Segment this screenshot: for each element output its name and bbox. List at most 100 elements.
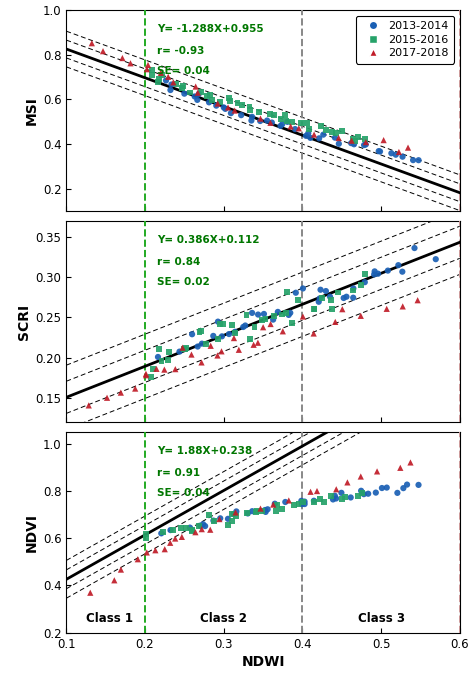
Point xyxy=(262,314,269,325)
Point xyxy=(304,128,312,139)
Point xyxy=(313,486,321,497)
Point xyxy=(210,330,217,341)
Y-axis label: SCRI: SCRI xyxy=(18,304,31,339)
Point xyxy=(228,509,236,520)
Point xyxy=(361,277,369,288)
Point xyxy=(210,515,217,526)
Point xyxy=(225,328,233,339)
Point xyxy=(327,490,335,501)
Point xyxy=(228,319,236,330)
Point xyxy=(283,116,291,127)
Point xyxy=(230,332,238,343)
Point xyxy=(218,331,226,342)
Point xyxy=(206,90,213,101)
Point xyxy=(279,326,287,337)
Point xyxy=(357,486,365,497)
Point xyxy=(388,148,395,159)
Point xyxy=(155,74,163,85)
Point xyxy=(248,505,256,516)
Point xyxy=(250,339,257,350)
Point xyxy=(220,102,228,113)
Point xyxy=(260,308,268,319)
Point xyxy=(273,500,281,511)
Point xyxy=(292,124,299,135)
Point xyxy=(274,306,282,317)
Text: r= 0.84: r= 0.84 xyxy=(157,257,200,267)
Point xyxy=(230,509,237,520)
Point xyxy=(394,260,402,271)
Point xyxy=(310,304,318,315)
Point xyxy=(177,523,184,534)
Point xyxy=(295,123,302,134)
Point xyxy=(232,510,240,521)
Point xyxy=(246,334,254,345)
Point xyxy=(362,139,370,150)
Point xyxy=(217,96,224,107)
Point xyxy=(285,495,292,506)
Point xyxy=(246,104,254,115)
Point xyxy=(214,316,222,327)
Point xyxy=(297,118,305,129)
Point xyxy=(143,547,151,558)
Point xyxy=(322,286,330,297)
Point xyxy=(271,498,279,509)
Point xyxy=(246,101,253,112)
Point xyxy=(315,296,322,307)
Point xyxy=(164,354,172,365)
Point xyxy=(277,113,284,124)
Point xyxy=(403,479,411,490)
Point xyxy=(256,116,264,127)
Point xyxy=(178,531,186,542)
Point xyxy=(173,78,180,89)
Point xyxy=(143,64,151,75)
Point xyxy=(355,490,362,501)
Point xyxy=(172,364,179,375)
Point xyxy=(295,499,302,510)
Point xyxy=(201,521,209,531)
Point xyxy=(269,499,277,510)
Point xyxy=(298,495,305,506)
Point xyxy=(262,506,269,517)
Point xyxy=(285,309,292,320)
Point xyxy=(404,142,412,153)
Point xyxy=(320,496,328,507)
Point xyxy=(311,304,319,315)
Point xyxy=(248,307,256,318)
Point xyxy=(192,81,200,92)
Text: Class 1: Class 1 xyxy=(86,611,133,624)
Point xyxy=(194,87,201,98)
Point xyxy=(333,128,340,139)
Point xyxy=(161,364,168,375)
Point xyxy=(155,343,163,354)
Point xyxy=(273,506,280,517)
Point xyxy=(85,400,92,411)
Point xyxy=(338,126,346,137)
Point xyxy=(264,504,272,515)
Point xyxy=(410,155,417,166)
Point xyxy=(214,350,221,361)
Point xyxy=(117,564,125,575)
Point xyxy=(323,124,330,135)
Point xyxy=(279,504,286,515)
Point xyxy=(331,317,339,328)
Point xyxy=(400,483,407,494)
Point xyxy=(301,499,309,510)
Point xyxy=(127,58,134,69)
Point xyxy=(193,94,201,105)
Point xyxy=(319,292,326,303)
Point xyxy=(243,310,250,321)
Text: Y= -1.288X+0.955: Y= -1.288X+0.955 xyxy=(157,25,264,34)
Point xyxy=(247,115,255,126)
Point xyxy=(170,77,177,88)
Point xyxy=(277,120,284,131)
Point xyxy=(414,295,421,306)
Point xyxy=(224,519,231,530)
Point xyxy=(252,506,260,517)
Point xyxy=(302,131,310,142)
Point xyxy=(328,304,336,315)
Point xyxy=(378,482,386,493)
Point xyxy=(307,133,314,144)
Point xyxy=(255,107,263,118)
Point xyxy=(86,588,94,598)
Point xyxy=(212,100,220,111)
